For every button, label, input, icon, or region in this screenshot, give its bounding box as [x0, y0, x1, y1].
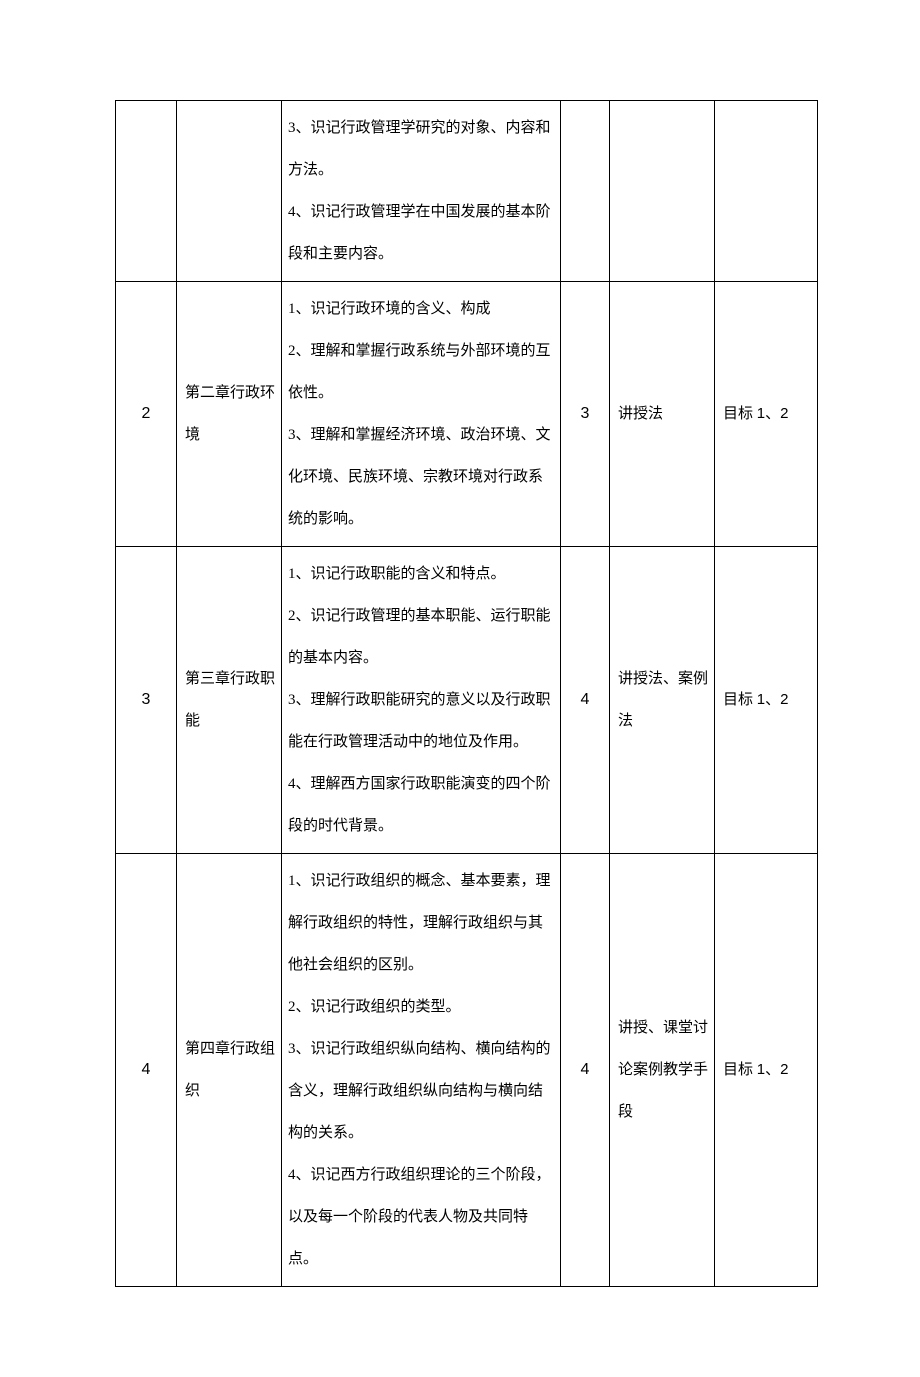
- table-row: 2 第二章行政环境 1、识记行政环境的含义、构成2、理解和掌握行政系统与外部环境…: [116, 282, 818, 547]
- cell-desc: 1、识记行政组织的概念、基本要素，理解行政组织的特性，理解行政组织与其他社会组织…: [282, 854, 561, 1287]
- cell-num: 2: [116, 282, 177, 547]
- cell-hours: 4: [561, 854, 610, 1287]
- cell-hours: [561, 101, 610, 282]
- cell-chapter: 第三章行政职能: [177, 547, 282, 854]
- cell-method: 讲授法、案例法: [610, 547, 715, 854]
- table-row: 3、识记行政管理学研究的对象、内容和方法。4、识记行政管理学在中国发展的基本阶段…: [116, 101, 818, 282]
- table-row: 4 第四章行政组织 1、识记行政组织的概念、基本要素，理解行政组织的特性，理解行…: [116, 854, 818, 1287]
- cell-method: 讲授法: [610, 282, 715, 547]
- cell-hours: 4: [561, 547, 610, 854]
- cell-num: 3: [116, 547, 177, 854]
- cell-desc: 1、识记行政职能的含义和特点。2、识记行政管理的基本职能、运行职能的基本内容。3…: [282, 547, 561, 854]
- cell-num: 4: [116, 854, 177, 1287]
- cell-goal: 目标 1、2: [715, 282, 818, 547]
- syllabus-table: 3、识记行政管理学研究的对象、内容和方法。4、识记行政管理学在中国发展的基本阶段…: [115, 100, 818, 1287]
- cell-chapter: [177, 101, 282, 282]
- document-page: 3、识记行政管理学研究的对象、内容和方法。4、识记行政管理学在中国发展的基本阶段…: [0, 0, 920, 1377]
- cell-desc: 1、识记行政环境的含义、构成2、理解和掌握行政系统与外部环境的互依性。3、理解和…: [282, 282, 561, 547]
- cell-goal: 目标 1、2: [715, 547, 818, 854]
- cell-goal: [715, 101, 818, 282]
- cell-chapter: 第二章行政环境: [177, 282, 282, 547]
- table-row: 3 第三章行政职能 1、识记行政职能的含义和特点。2、识记行政管理的基本职能、运…: [116, 547, 818, 854]
- cell-num: [116, 101, 177, 282]
- cell-hours: 3: [561, 282, 610, 547]
- cell-goal: 目标 1、2: [715, 854, 818, 1287]
- cell-chapter: 第四章行政组织: [177, 854, 282, 1287]
- cell-method: [610, 101, 715, 282]
- cell-method: 讲授、课堂讨论案例教学手段: [610, 854, 715, 1287]
- cell-desc: 3、识记行政管理学研究的对象、内容和方法。4、识记行政管理学在中国发展的基本阶段…: [282, 101, 561, 282]
